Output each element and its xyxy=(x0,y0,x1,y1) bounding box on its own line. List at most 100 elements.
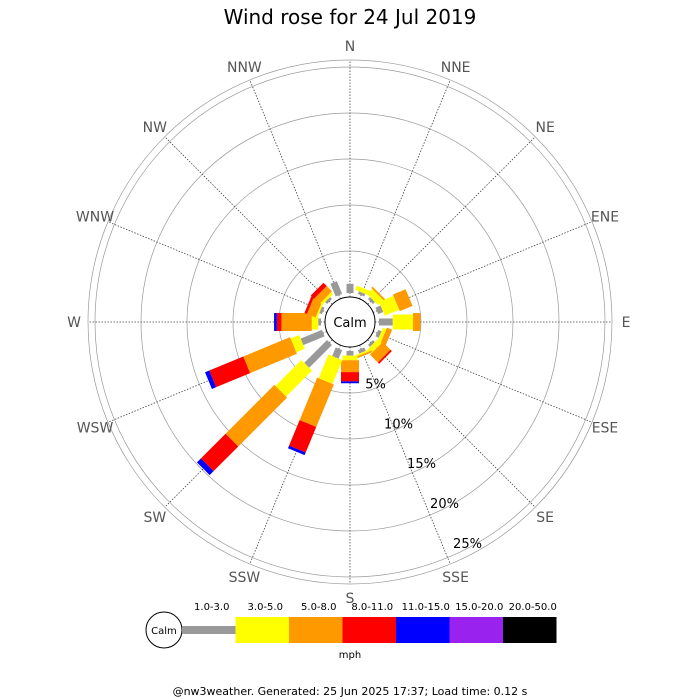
direction-labels: N NNE NE ENE E ESE SE SSE S SSW SW WSW W WNW NW NNW xyxy=(67,39,630,607)
spoke-ese xyxy=(372,331,593,423)
bar-s-bin-4 xyxy=(341,372,359,382)
calm-center: Calm xyxy=(324,296,376,348)
bar-w-bin-5 xyxy=(274,313,277,331)
bar-nw-bin-2 xyxy=(320,292,333,305)
direction-label-nnw: NNW xyxy=(227,60,262,76)
bar-s-bin-5 xyxy=(341,381,359,384)
direction-label-wsw: WSW xyxy=(77,421,114,437)
bar-se-bin-2 xyxy=(367,339,382,354)
direction-label-e: E xyxy=(622,315,631,331)
legend-swatch-5 xyxy=(396,617,450,643)
direction-label-ssw: SSW xyxy=(229,570,261,586)
spoke-nnw xyxy=(249,79,341,300)
legend-unit: mph xyxy=(339,650,361,661)
bar-ene-bin-1 xyxy=(375,305,384,315)
direction-label-nne: NNE xyxy=(441,60,471,76)
bar-s-bin-3 xyxy=(341,360,359,373)
bar-se-bin-3 xyxy=(369,341,391,363)
bar-wsw-bin-2 xyxy=(290,334,305,353)
legend-swatch-7 xyxy=(503,617,557,643)
bar-sw-bin-4 xyxy=(200,433,239,472)
chart-title: Wind rose for 24 Jul 2019 xyxy=(224,5,477,29)
bar-sse-bin-3 xyxy=(354,350,373,360)
bar-ssw-bin-3 xyxy=(299,377,334,428)
legend-label-3: 5.0-8.0 xyxy=(301,602,336,613)
bar-e-bin-1 xyxy=(379,318,393,326)
footer-text: @nw3weather. Generated: 25 Jun 2025 17:3… xyxy=(173,685,528,698)
bar-e-bin-2 xyxy=(392,314,414,330)
direction-label-s: S xyxy=(346,591,355,607)
bar-sw-bin-2 xyxy=(275,359,313,397)
calm-circle xyxy=(324,296,376,348)
bar-sw-bin-3 xyxy=(225,384,288,447)
direction-label-wnw: WNW xyxy=(76,209,114,225)
calm-label: Calm xyxy=(333,316,366,331)
bar-w-bin-1 xyxy=(318,318,321,326)
bar-w-bin-4 xyxy=(276,313,282,331)
direction-label-ne: NE xyxy=(535,120,554,136)
ring-2 xyxy=(232,204,468,440)
ring-label-3: 15% xyxy=(407,457,436,472)
bar-se-bin-1 xyxy=(368,340,375,347)
ring-label-4: 20% xyxy=(430,497,459,512)
direction-label-nw: NW xyxy=(143,120,167,136)
spoke-ene xyxy=(372,221,593,313)
ring-outer xyxy=(87,59,613,585)
spoke-nw xyxy=(164,136,333,305)
bar-wsw-bin-3 xyxy=(243,337,297,374)
bar-sse-bin-2 xyxy=(355,349,371,357)
bar-ese-bin-1 xyxy=(375,329,382,338)
bar-nw-bin-1 xyxy=(325,297,332,304)
ring-labels: 5% 10% 15% 20% 25% xyxy=(365,377,482,551)
bar-ene-bin-3 xyxy=(392,289,413,312)
bar-e-bin-3 xyxy=(413,313,421,331)
bar-ssw-bin-5 xyxy=(287,445,306,456)
bar-ssw-bin-2 xyxy=(318,354,343,384)
direction-label-w: W xyxy=(67,315,81,331)
ring-label-5: 25% xyxy=(453,537,482,552)
bar-se-bin-4 xyxy=(377,349,392,364)
bar-ssw-bin-1 xyxy=(332,347,343,359)
bar-ssw-bin-4 xyxy=(289,420,317,453)
bar-w-bin-3 xyxy=(281,313,312,331)
legend-swatch-1 xyxy=(182,626,236,634)
bar-ene-bin-2 xyxy=(379,295,400,316)
legend: Calm 1.0-3.0 3.0-5.0 5.0-8.0 8.0-11.0 11.0-1… xyxy=(145,602,557,661)
ring-label-1: 5% xyxy=(365,377,386,392)
bar-nw-bin-4 xyxy=(310,282,327,299)
direction-label-n: N xyxy=(345,39,355,55)
bar-nnw-bin-1 xyxy=(330,281,343,297)
legend-label-7: 20.0-50.0 xyxy=(509,602,557,613)
bar-sw-bin-1 xyxy=(304,340,332,368)
bar-ese-bin-2 xyxy=(377,327,387,343)
spoke-ne xyxy=(367,136,536,305)
ring-5 xyxy=(94,66,606,578)
bar-nne-bin-1 xyxy=(357,291,366,297)
direction-label-sw: SW xyxy=(143,510,166,526)
legend-label-5: 11.0-15.0 xyxy=(402,602,450,613)
legend-swatch-3 xyxy=(289,617,343,643)
legend-label-4: 8.0-11.0 xyxy=(351,602,393,613)
bar-ese-bin-3 xyxy=(380,327,393,347)
bar-wsw-bin-4 xyxy=(209,356,251,388)
direction-label-ese: ESE xyxy=(592,421,619,437)
bar-sse-bin-1 xyxy=(357,347,366,354)
bar-wnw-bin-4 xyxy=(304,296,314,314)
bar-ne-bin-1 xyxy=(368,297,375,304)
bar-ne-bin-3 xyxy=(371,286,386,301)
legend-label-2: 3.0-5.0 xyxy=(248,602,283,613)
bar-s-bin-2 xyxy=(342,355,358,361)
legend-label-1: 1.0-3.0 xyxy=(194,602,229,613)
legend-swatch-2 xyxy=(235,617,289,643)
direction-label-se: SE xyxy=(536,510,554,526)
bar-nw-bin-3 xyxy=(314,286,332,304)
legend-swatch-4 xyxy=(342,617,396,643)
bar-nne-bin-2 xyxy=(355,285,371,296)
bar-wnw-bin-1 xyxy=(319,306,325,315)
spoke-se xyxy=(367,339,536,508)
spoke-sse xyxy=(359,344,451,565)
spoke-nne xyxy=(359,79,451,300)
bar-n-bin-1 xyxy=(346,283,354,293)
legend-calm-label: Calm xyxy=(151,626,177,637)
